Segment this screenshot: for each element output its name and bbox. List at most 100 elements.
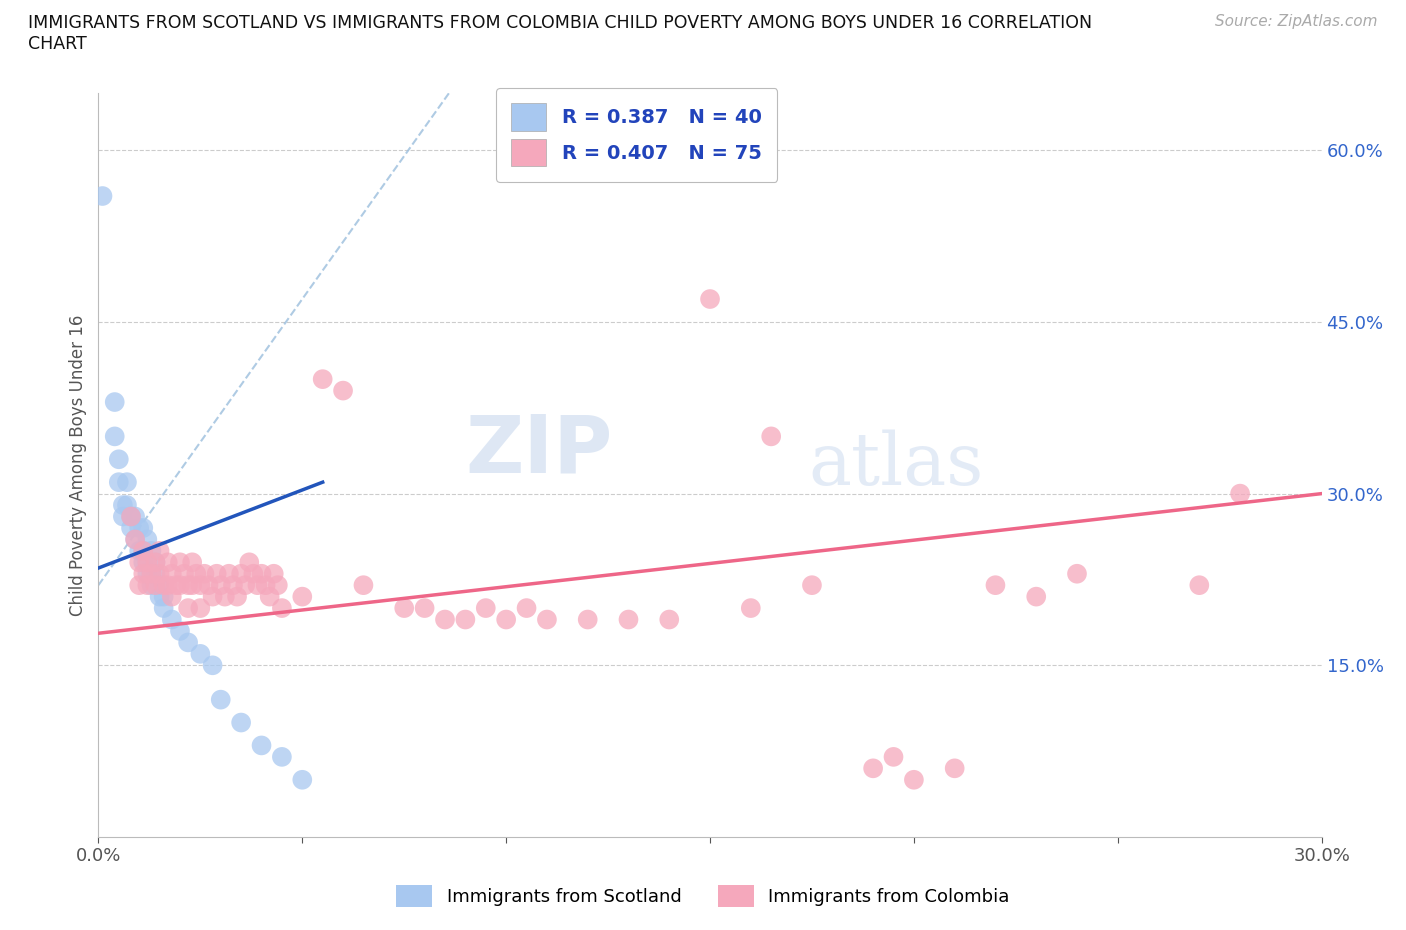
Point: [188, 601, 212, 616]
Point: [152, 578, 174, 592]
Point: [205, 566, 228, 581]
Point: [231, 715, 253, 730]
Point: [128, 555, 150, 570]
Point: [984, 578, 1007, 592]
Point: [132, 543, 155, 558]
Point: [141, 578, 163, 592]
Point: [136, 555, 159, 570]
Point: [1229, 486, 1251, 501]
Point: [124, 509, 146, 524]
Point: [536, 612, 558, 627]
Point: [120, 509, 142, 524]
Point: [332, 383, 354, 398]
Point: [658, 612, 681, 627]
Point: [943, 761, 966, 776]
Point: [454, 612, 477, 627]
Point: [270, 750, 294, 764]
Point: [617, 612, 640, 627]
Point: [111, 498, 134, 512]
Point: [201, 658, 224, 672]
Point: [156, 555, 179, 570]
Point: [169, 555, 191, 570]
Point: [136, 532, 159, 547]
Point: [91, 189, 114, 204]
Point: [136, 555, 159, 570]
Point: [576, 612, 599, 627]
Point: [862, 761, 884, 776]
Point: [108, 452, 131, 467]
Point: [145, 578, 167, 592]
Point: [145, 555, 167, 570]
Point: [149, 590, 172, 604]
Point: [160, 590, 183, 604]
Point: [214, 590, 236, 604]
Point: [104, 429, 127, 444]
Point: [801, 578, 824, 592]
Point: [111, 509, 134, 524]
Text: Source: ZipAtlas.com: Source: ZipAtlas.com: [1215, 14, 1378, 29]
Point: [177, 635, 200, 650]
Point: [246, 578, 269, 592]
Point: [145, 555, 167, 570]
Point: [740, 601, 762, 616]
Point: [132, 521, 155, 536]
Point: [149, 578, 172, 592]
Point: [141, 543, 163, 558]
Point: [188, 578, 212, 592]
Point: [222, 578, 245, 592]
Point: [108, 474, 131, 489]
Text: CHART: CHART: [28, 35, 87, 53]
Point: [124, 532, 146, 547]
Point: [250, 566, 273, 581]
Point: [1066, 566, 1088, 581]
Point: [193, 566, 215, 581]
Point: [291, 590, 314, 604]
Point: [699, 292, 721, 307]
Point: [474, 601, 498, 616]
Point: [177, 578, 200, 592]
Point: [209, 578, 232, 592]
Point: [516, 601, 538, 616]
Point: [197, 578, 219, 592]
Point: [120, 521, 142, 536]
Point: [1188, 578, 1211, 592]
Point: [104, 394, 127, 409]
Point: [434, 612, 457, 627]
Point: [141, 566, 163, 581]
Point: [238, 555, 260, 570]
Point: [152, 590, 174, 604]
Point: [903, 772, 925, 787]
Point: [120, 509, 142, 524]
Point: [201, 590, 224, 604]
Point: [156, 578, 179, 592]
Point: [181, 578, 204, 592]
Point: [177, 601, 200, 616]
Point: [169, 578, 191, 592]
Point: [136, 566, 159, 581]
Point: [883, 750, 905, 764]
Point: [761, 429, 783, 444]
Point: [312, 372, 335, 387]
Point: [173, 566, 195, 581]
Point: [128, 578, 150, 592]
Text: atlas: atlas: [808, 430, 983, 500]
Point: [149, 566, 172, 581]
Point: [250, 738, 273, 753]
Point: [160, 612, 183, 627]
Point: [1025, 590, 1047, 604]
Point: [209, 692, 232, 707]
Point: [495, 612, 517, 627]
Point: [242, 566, 264, 581]
Point: [124, 532, 146, 547]
Point: [270, 601, 294, 616]
Point: [128, 521, 150, 536]
Point: [413, 601, 436, 616]
Point: [188, 646, 212, 661]
Point: [233, 578, 256, 592]
Point: [136, 578, 159, 592]
Point: [186, 566, 208, 581]
Point: [218, 566, 240, 581]
Point: [291, 772, 314, 787]
Point: [267, 578, 290, 592]
Point: [115, 498, 138, 512]
